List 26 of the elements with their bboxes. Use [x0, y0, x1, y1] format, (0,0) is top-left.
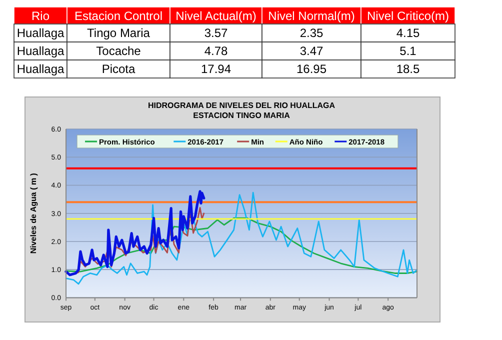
line-series [65, 217, 418, 274]
text: 3.57 [204, 26, 228, 40]
text: Huallaga [16, 44, 65, 58]
text: 3.47 [300, 44, 324, 58]
text: 5.1 [400, 44, 417, 58]
text: Picota [102, 62, 136, 76]
category-label: Nivel Normal(m) [268, 9, 355, 23]
text: Tingo Maria [87, 26, 150, 40]
text: 4.78 [204, 44, 228, 58]
text: 16.95 [296, 62, 327, 76]
category-label: Rio [31, 9, 50, 23]
chart-title: HIDROGRAMA DE NIVELES DEL RIO HUALLAGA [148, 101, 336, 110]
category-label: Nivel Actual(m) [176, 9, 256, 23]
text: Tocache [96, 44, 142, 58]
chart-subtitle: ESTACION TINGO MARIA [193, 111, 290, 120]
line-series [65, 192, 418, 285]
text: 17.94 [200, 62, 232, 76]
category-label: Estacion Control [74, 9, 163, 23]
text: Huallaga [16, 26, 65, 40]
text: 2.35 [300, 26, 324, 40]
y-axis-title: Niveles de Agua ( m ) [29, 172, 38, 254]
category-label: Nivel Critico(m) [367, 9, 449, 23]
text: Huallaga [16, 62, 65, 76]
line-series [64, 190, 206, 276]
text: 4.15 [396, 26, 420, 40]
text: 18.5 [396, 62, 420, 76]
